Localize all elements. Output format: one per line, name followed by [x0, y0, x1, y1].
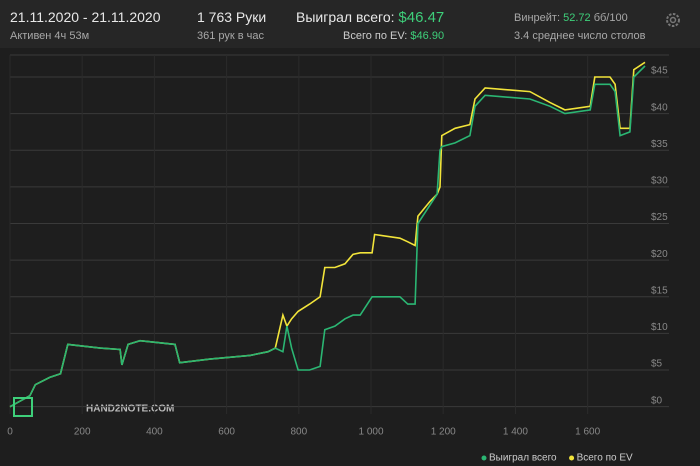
won-total: Выиграл всего: $46.47: [296, 9, 444, 26]
y-tick-label: $20: [651, 249, 668, 260]
watermark-logo: [13, 397, 33, 417]
series-line: [9, 65, 646, 408]
settings-icon[interactable]: [664, 11, 682, 29]
winrate: Винрейт: 52.72 бб/100: [514, 12, 628, 24]
y-tick-label: $5: [651, 359, 663, 370]
x-tick-label: 1 600: [575, 427, 600, 438]
legend-marker: [481, 455, 487, 461]
won-value: $46.47: [398, 9, 445, 26]
y-tick-label: $30: [651, 176, 668, 187]
x-tick-label: 600: [218, 427, 235, 438]
x-tick-label: 0: [7, 427, 13, 438]
x-tick-label: 200: [74, 427, 91, 438]
chart: HAND2NOTE.COM $0 $5 $10 $15 $20 $25 $30 $35 $40 $…: [7, 54, 669, 464]
ev-value: $46.90: [410, 30, 445, 42]
y-tick-label: $35: [651, 139, 668, 150]
y-tick-label: $45: [651, 66, 668, 77]
y-tick-label: $15: [651, 285, 668, 296]
y-tick-label: $0: [651, 395, 663, 406]
hands: 1 763 Руки: [197, 9, 267, 25]
ev-total: Всего по EV: $46.90: [343, 30, 444, 42]
winrate-label: Винрейт:: [514, 12, 561, 24]
x-tick-label: 1 000: [359, 427, 384, 438]
watermark: HAND2NOTE.COM: [86, 404, 174, 415]
active-time: Активен 4ч 53м: [10, 30, 90, 42]
legend-marker: [569, 455, 575, 461]
y-tick-label: $10: [651, 322, 668, 333]
won-label: Выиграл всего:: [296, 9, 395, 25]
ev-label: Всего по EV:: [343, 30, 408, 42]
hands-per-hour: 361 рук в час: [197, 30, 265, 42]
legend-label: Всего по EV: [577, 453, 633, 464]
header-bar: [0, 0, 700, 48]
x-tick-label: 800: [290, 427, 307, 438]
winrate-value: 52.72: [563, 12, 591, 24]
legend-label: Выиграл всего: [489, 453, 557, 464]
y-tick-label: $25: [651, 212, 668, 223]
date-range: 21.11.2020 - 21.11.2020: [10, 9, 161, 25]
x-tick-label: 1 200: [431, 427, 456, 438]
avg-tables: 3.4 среднее число столов: [514, 30, 646, 42]
winrate-unit: бб/100: [593, 12, 628, 24]
x-tick-label: 1 400: [503, 427, 528, 438]
y-tick-label: $40: [651, 102, 668, 113]
x-tick-label: 400: [146, 427, 163, 438]
